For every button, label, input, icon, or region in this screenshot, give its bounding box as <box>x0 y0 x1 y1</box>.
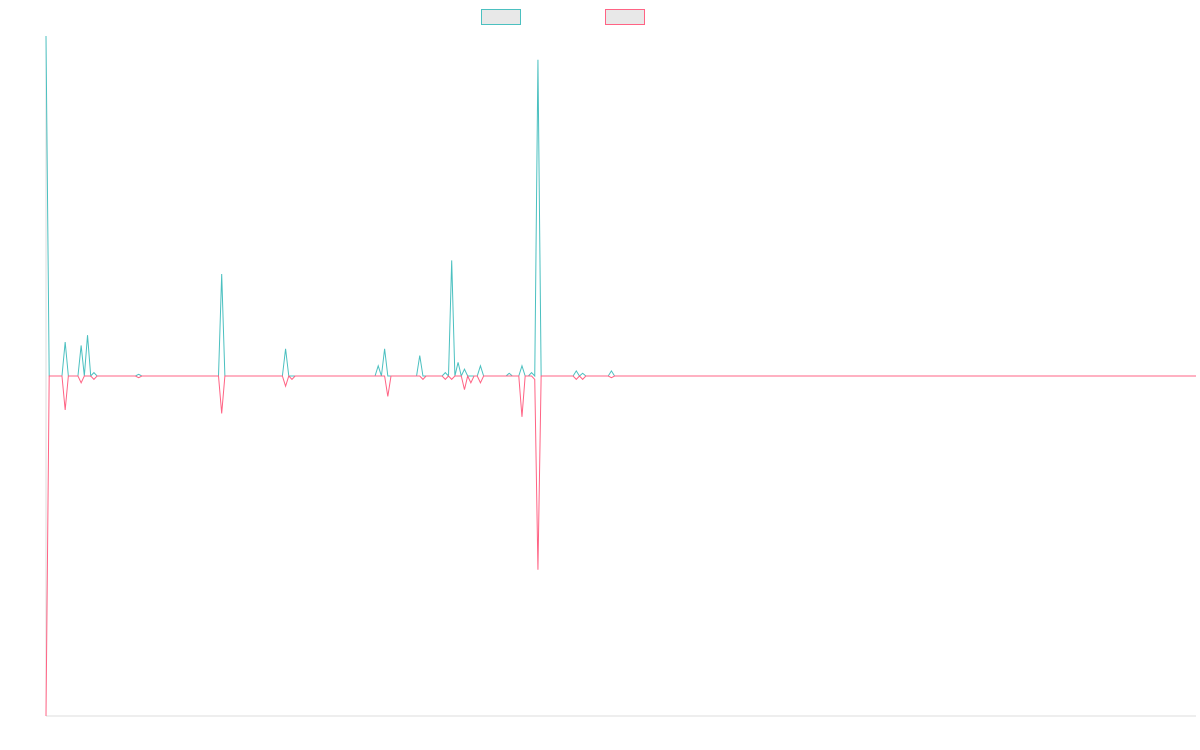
series-line-2[interactable] <box>45 374 1196 717</box>
series-layer <box>45 35 1196 717</box>
legend-swatch-series-2[interactable] <box>605 9 645 25</box>
legend-swatch-series-1[interactable] <box>481 9 521 25</box>
series-line-1[interactable] <box>45 35 1196 378</box>
